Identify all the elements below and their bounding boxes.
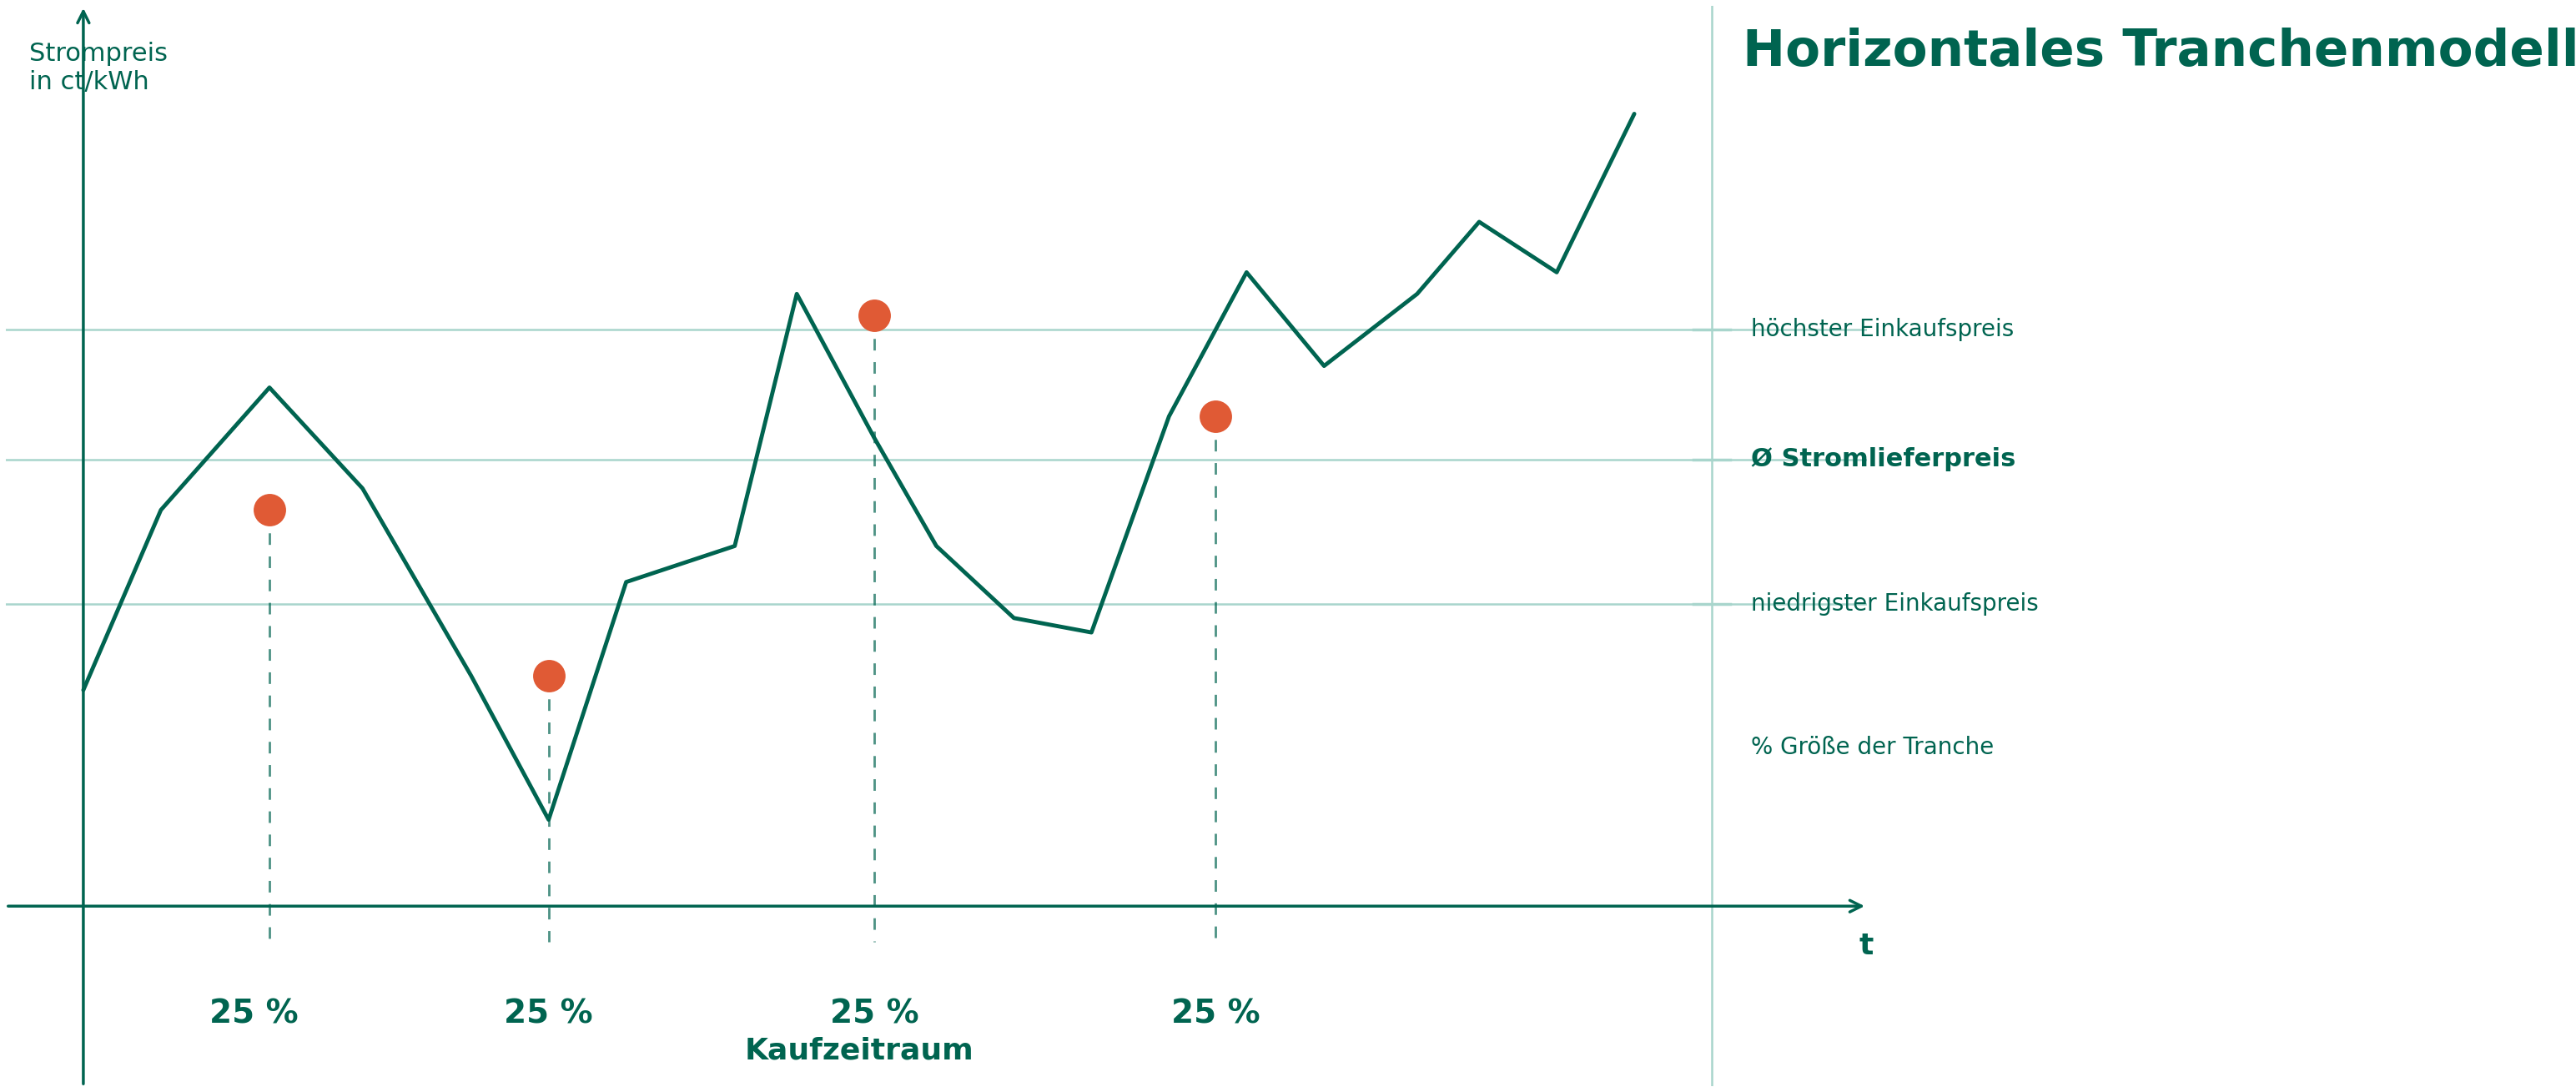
Text: niedrigster Einkaufspreis: niedrigster Einkaufspreis bbox=[1752, 592, 2038, 615]
Text: Ø Stromlieferpreis: Ø Stromlieferpreis bbox=[1752, 448, 2014, 472]
Text: Strompreis
in ct/kWh: Strompreis in ct/kWh bbox=[28, 41, 167, 94]
Text: Horizontales Tranchenmodell: Horizontales Tranchenmodell bbox=[1744, 27, 2576, 76]
Text: 25 %: 25 % bbox=[505, 998, 592, 1030]
Text: t: t bbox=[1860, 931, 1873, 960]
Text: höchster Einkaufspreis: höchster Einkaufspreis bbox=[1752, 318, 2014, 342]
Text: Kaufzeitraum: Kaufzeitraum bbox=[744, 1036, 974, 1065]
Text: % Größe der Tranche: % Größe der Tranche bbox=[1752, 736, 1994, 759]
Text: 25 %: 25 % bbox=[1172, 998, 1260, 1030]
Text: 25 %: 25 % bbox=[829, 998, 920, 1030]
Text: 25 %: 25 % bbox=[209, 998, 299, 1030]
